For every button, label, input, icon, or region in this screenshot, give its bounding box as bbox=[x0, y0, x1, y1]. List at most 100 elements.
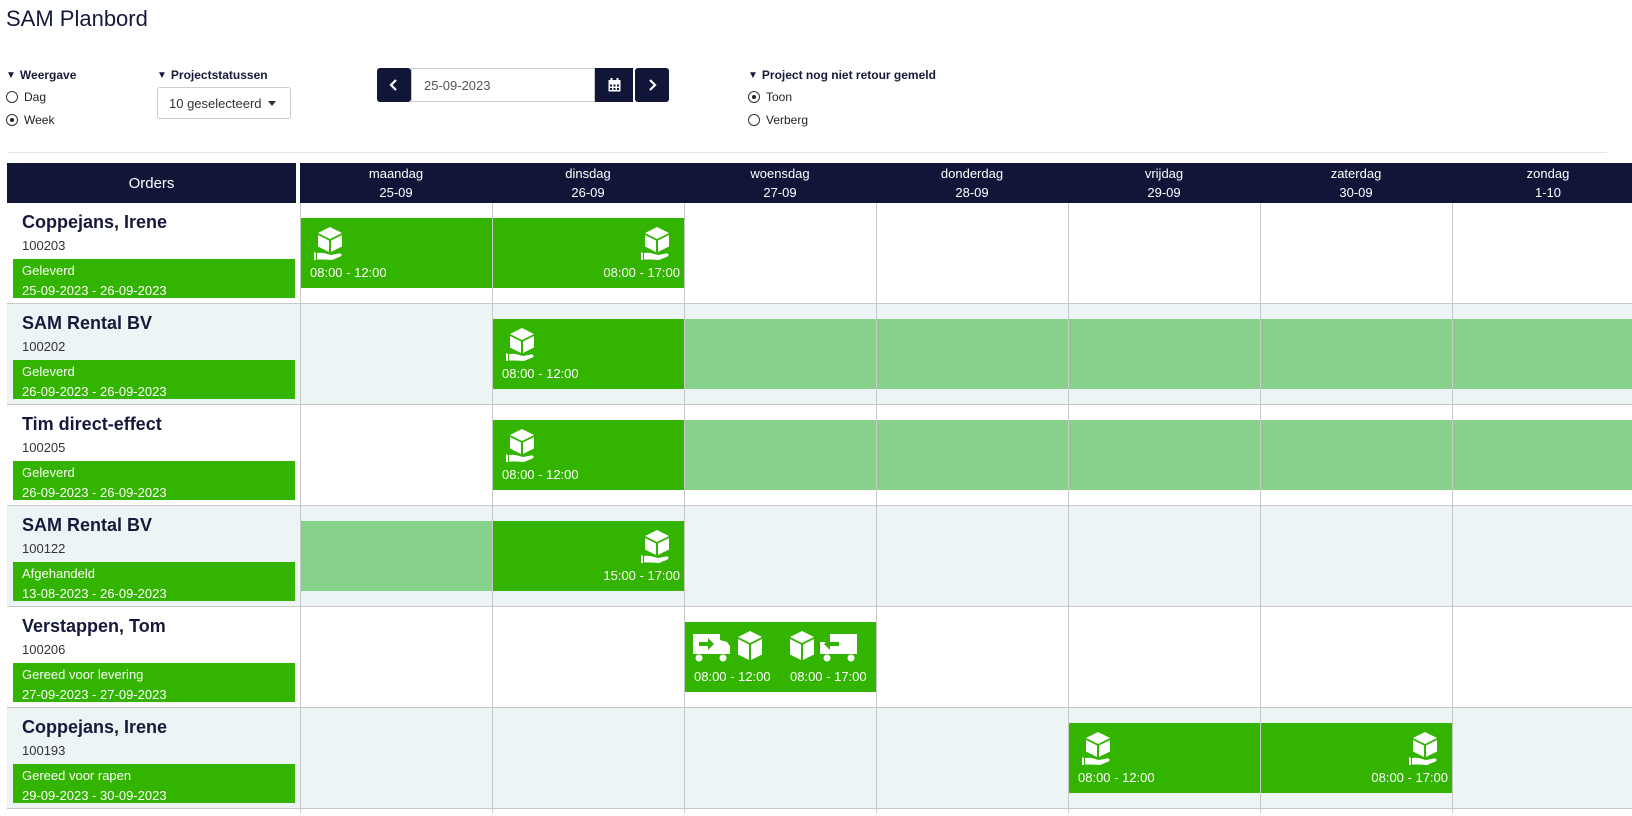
day-date: 27-09 bbox=[763, 185, 797, 200]
planning-block[interactable]: 08:00 - 17:00 bbox=[493, 218, 684, 288]
retour-filter: ▼ Project nog niet retour gemeld Toon Ve… bbox=[748, 68, 936, 128]
day-date: 30-09 bbox=[1339, 185, 1373, 200]
planning-span-bar[interactable] bbox=[685, 420, 1632, 490]
status-badge: Geleverd 25-09-2023 - 26-09-2023 bbox=[13, 259, 295, 298]
date-navigation: 25-09-2023 bbox=[377, 68, 669, 102]
prev-week-button[interactable] bbox=[377, 68, 411, 102]
order-number: 100202 bbox=[22, 339, 66, 354]
planning-block[interactable]: 08:00 - 12:00 08:00 - 17:00 bbox=[685, 622, 876, 692]
planning-span-bar[interactable] bbox=[301, 521, 492, 591]
radio-dag[interactable]: Dag bbox=[6, 89, 76, 105]
radio-toon[interactable]: Toon bbox=[748, 89, 936, 105]
caret-down-icon: ▼ bbox=[6, 69, 16, 81]
radio-verberg[interactable]: Verberg bbox=[748, 112, 936, 128]
day-header-zaterdag: zaterdag 30-09 bbox=[1260, 163, 1452, 203]
day-date: 25-09 bbox=[379, 185, 413, 200]
day-column-divider bbox=[684, 203, 685, 813]
day-date: 26-09 bbox=[571, 185, 605, 200]
day-name: dinsdag bbox=[565, 166, 611, 181]
hand-box-icon bbox=[640, 226, 674, 267]
chevron-right-icon bbox=[649, 79, 657, 91]
planning-block[interactable]: 08:00 - 12:00 bbox=[1069, 723, 1260, 793]
orders-header: Orders bbox=[7, 163, 296, 203]
status-label: Gereed voor rapen bbox=[22, 768, 132, 783]
order-cell[interactable]: Coppejans, Irene 100203 Geleverd 25-09-2023… bbox=[7, 203, 296, 303]
table-row: Verstappen, Tom 100206 Gereed voor leverin… bbox=[7, 607, 1632, 708]
calendar-icon bbox=[608, 78, 620, 92]
next-week-button[interactable] bbox=[635, 68, 669, 102]
status-label: Geleverd bbox=[22, 263, 75, 278]
truck-return-icon bbox=[819, 632, 857, 667]
order-cell[interactable]: Coppejans, Irene 100193 Gereed voor rapen 2… bbox=[7, 708, 296, 808]
status-badge: Gereed voor rapen 29-09-2023 - 30-09-2023 bbox=[13, 764, 295, 803]
radio-circle-icon[interactable] bbox=[6, 91, 18, 103]
block-time: 08:00 - 12:00 bbox=[502, 467, 579, 482]
caret-down-icon: ▼ bbox=[748, 69, 758, 81]
order-cell[interactable]: SAM Rental BV 100202 Geleverd 26-09-2023 - … bbox=[7, 304, 296, 404]
day-date: 29-09 bbox=[1147, 185, 1181, 200]
order-name[interactable]: Verstappen, Tom bbox=[22, 616, 166, 636]
block-time: 08:00 - 12:00 bbox=[502, 366, 579, 381]
projectstatussen-toggle[interactable]: ▼ Projectstatussen bbox=[157, 68, 268, 82]
radio-circle-checked-icon[interactable] bbox=[748, 91, 760, 103]
order-number: 100122 bbox=[22, 541, 66, 556]
chevron-left-icon bbox=[389, 79, 397, 91]
status-date-range: 26-09-2023 - 26-09-2023 bbox=[22, 485, 167, 500]
day-header-dinsdag: dinsdag 26-09 bbox=[492, 163, 684, 203]
status-date-range: 27-09-2023 - 27-09-2023 bbox=[22, 687, 167, 702]
chevron-down-icon bbox=[267, 100, 276, 106]
planning-block[interactable]: 08:00 - 12:00 bbox=[493, 319, 684, 389]
calendar-button[interactable] bbox=[595, 68, 633, 102]
weergave-filter: ▼ Weergave Dag Week bbox=[6, 68, 76, 128]
order-number: 100193 bbox=[22, 743, 66, 758]
order-cell[interactable]: Verstappen, Tom 100206 Gereed voor leverin… bbox=[7, 607, 296, 707]
status-label: Gereed voor levering bbox=[22, 667, 144, 682]
weergave-toggle[interactable]: ▼ Weergave bbox=[6, 68, 77, 82]
status-date-range: 29-09-2023 - 30-09-2023 bbox=[22, 788, 167, 803]
order-cell[interactable]: Tim direct-effect 100205 Geleverd 26-09-202… bbox=[7, 405, 296, 505]
projectstatussen-select[interactable]: 10 geselecteerd bbox=[157, 87, 291, 119]
order-name[interactable]: Tim direct-effect bbox=[22, 414, 162, 434]
order-name[interactable]: Coppejans, Irene bbox=[22, 212, 168, 232]
block-time: 08:00 - 17:00 bbox=[1371, 770, 1448, 785]
order-cell[interactable]: SAM Rental BV 100122 Afgehandeld 13-08-2023… bbox=[7, 506, 296, 606]
day-header-woensdag: woensdag 27-09 bbox=[684, 163, 876, 203]
hand-box-icon bbox=[313, 226, 347, 267]
days-header: maandag 25-09 dinsdag 26-09 woensdag 27-09 don… bbox=[300, 163, 1632, 203]
day-name: donderdag bbox=[940, 166, 1004, 181]
table-row: Tim direct-effect 100205 Geleverd 26-09-202… bbox=[7, 405, 1632, 506]
retour-toggle[interactable]: ▼ Project nog niet retour gemeld bbox=[748, 68, 936, 82]
order-name[interactable]: SAM Rental BV bbox=[22, 313, 153, 333]
day-date: 1-10 bbox=[1534, 185, 1562, 200]
planning-block[interactable]: 15:00 - 17:00 bbox=[493, 521, 684, 591]
day-column-divider bbox=[1068, 203, 1069, 813]
status-date-range: 26-09-2023 - 26-09-2023 bbox=[22, 384, 167, 399]
box-icon bbox=[737, 630, 763, 667]
planning-span-bar[interactable] bbox=[685, 319, 1632, 389]
planning-block[interactable]: 08:00 - 17:00 bbox=[1261, 723, 1452, 793]
block-time: 15:00 - 17:00 bbox=[603, 568, 680, 583]
day-header-donderdag: donderdag 28-09 bbox=[876, 163, 1068, 203]
day-name: vrijdag bbox=[1144, 166, 1184, 181]
radio-week[interactable]: Week bbox=[6, 112, 76, 128]
date-input[interactable]: 25-09-2023 bbox=[411, 68, 595, 102]
status-badge: Afgehandeld 13-08-2023 - 26-09-2023 bbox=[13, 562, 295, 601]
status-badge: Geleverd 26-09-2023 - 26-09-2023 bbox=[13, 360, 295, 399]
order-name[interactable]: Coppejans, Irene bbox=[22, 717, 168, 737]
hand-box-icon bbox=[505, 327, 539, 368]
day-column-divider bbox=[300, 203, 301, 813]
order-number: 100205 bbox=[22, 440, 66, 455]
radio-circle-checked-icon[interactable] bbox=[6, 114, 18, 126]
order-name[interactable]: SAM Rental BV bbox=[22, 515, 153, 535]
status-label: Afgehandeld bbox=[22, 566, 96, 581]
radio-circle-icon[interactable] bbox=[748, 114, 760, 126]
block-time: 08:00 - 12:00 bbox=[694, 669, 771, 684]
block-time: 08:00 - 17:00 bbox=[790, 669, 867, 684]
order-number: 100203 bbox=[22, 238, 66, 253]
day-column-divider bbox=[1452, 203, 1453, 813]
planning-block[interactable]: 08:00 - 12:00 bbox=[301, 218, 492, 288]
box-icon bbox=[789, 630, 815, 667]
order-number: 100206 bbox=[22, 642, 66, 657]
status-label: Geleverd bbox=[22, 465, 75, 480]
planning-block[interactable]: 08:00 - 12:00 bbox=[493, 420, 684, 490]
